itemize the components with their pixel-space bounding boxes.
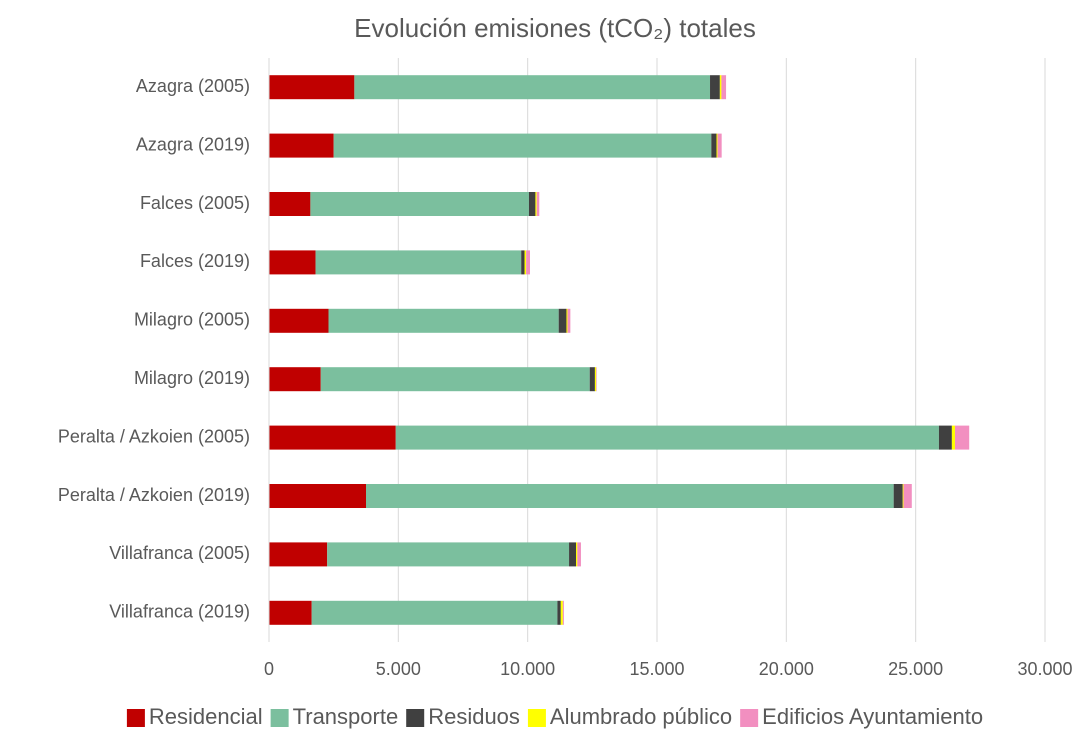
y-tick-label: Azagra (2019) bbox=[136, 134, 250, 154]
bar-segment bbox=[315, 250, 522, 275]
bar-segment bbox=[269, 367, 321, 392]
y-tick-label: Azagra (2005) bbox=[136, 76, 250, 96]
legend-label: Edificios Ayuntamiento bbox=[762, 704, 983, 729]
bar-segment bbox=[269, 308, 329, 333]
bar-segment bbox=[354, 75, 711, 100]
bar-segment bbox=[560, 600, 563, 625]
bar-segment bbox=[717, 133, 722, 158]
bar-segment bbox=[954, 425, 970, 450]
bar-segment bbox=[528, 192, 536, 216]
legend-swatch bbox=[740, 709, 759, 727]
x-tick-label: 10.000 bbox=[500, 659, 555, 679]
bar-segment bbox=[395, 425, 939, 450]
bar-segment bbox=[269, 192, 311, 216]
bar-segment bbox=[903, 484, 912, 508]
bar-segment bbox=[269, 600, 312, 625]
y-tick-label: Milagro (2005) bbox=[134, 310, 250, 330]
bar-segment bbox=[711, 133, 717, 158]
x-tick-label: 5.000 bbox=[376, 659, 421, 679]
y-tick-label: Villafranca (2019) bbox=[109, 602, 250, 622]
bar-segment bbox=[594, 367, 597, 392]
legend-label: Alumbrado público bbox=[550, 704, 732, 729]
legend-swatch bbox=[270, 709, 289, 727]
bar-segment bbox=[526, 250, 530, 275]
x-tick-label: 15.000 bbox=[629, 659, 684, 679]
bar-segment bbox=[536, 192, 540, 216]
y-tick-label: Milagro (2019) bbox=[134, 368, 250, 388]
bar-segment bbox=[535, 192, 537, 216]
bar-segment bbox=[311, 600, 558, 625]
bar-segment bbox=[558, 308, 567, 333]
bar-segment bbox=[366, 484, 894, 508]
bar-segment bbox=[557, 600, 561, 625]
bar-segment bbox=[716, 133, 718, 158]
bar-segment bbox=[269, 133, 334, 158]
bar-segment bbox=[328, 308, 559, 333]
x-tick-label: 20.000 bbox=[759, 659, 814, 679]
bar-segment bbox=[951, 425, 955, 450]
bar-segment bbox=[562, 600, 564, 625]
x-tick-label: 0 bbox=[264, 659, 274, 679]
bar-segment bbox=[269, 75, 355, 100]
bar-segment bbox=[938, 425, 952, 450]
bar-segment bbox=[269, 542, 328, 567]
legend-swatch bbox=[126, 709, 145, 727]
legend-label: Residuos bbox=[428, 704, 520, 729]
bar-segment bbox=[333, 133, 712, 158]
bar-segment bbox=[719, 75, 722, 100]
bar-segment bbox=[596, 367, 597, 392]
bar-segment bbox=[310, 192, 529, 216]
y-tick-label: Falces (2019) bbox=[140, 251, 250, 271]
bar-segment bbox=[521, 250, 525, 275]
bar-segment bbox=[566, 308, 568, 333]
bar-segment bbox=[567, 308, 571, 333]
x-tick-label: 30.000 bbox=[1017, 659, 1072, 679]
legend-swatch bbox=[527, 709, 546, 727]
bar-segment bbox=[576, 542, 578, 567]
bar-segment bbox=[893, 484, 903, 508]
bar-segment bbox=[320, 367, 590, 392]
y-tick-label: Villafranca (2005) bbox=[109, 543, 250, 563]
y-tick-label: Peralta / Azkoien (2019) bbox=[58, 485, 250, 505]
bar-segment bbox=[902, 484, 904, 508]
legend-label: Transporte bbox=[293, 704, 399, 729]
bar-segment bbox=[589, 367, 595, 392]
bar-segment bbox=[569, 542, 577, 567]
bar-segment bbox=[721, 75, 727, 100]
bar-segment bbox=[710, 75, 720, 100]
bar-segment bbox=[524, 250, 527, 275]
bar-segment bbox=[269, 425, 396, 450]
legend-swatch bbox=[406, 709, 425, 727]
bar-segment bbox=[269, 250, 316, 275]
bar-segment bbox=[327, 542, 570, 567]
y-tick-label: Falces (2005) bbox=[140, 193, 250, 213]
x-tick-label: 25.000 bbox=[888, 659, 943, 679]
bar-segment bbox=[269, 484, 366, 508]
y-tick-label: Peralta / Azkoien (2005) bbox=[58, 426, 250, 446]
bar-segment bbox=[577, 542, 581, 567]
chart-title: Evolución emisiones (tCO₂) totales bbox=[354, 13, 756, 43]
legend-label: Residencial bbox=[149, 704, 263, 729]
